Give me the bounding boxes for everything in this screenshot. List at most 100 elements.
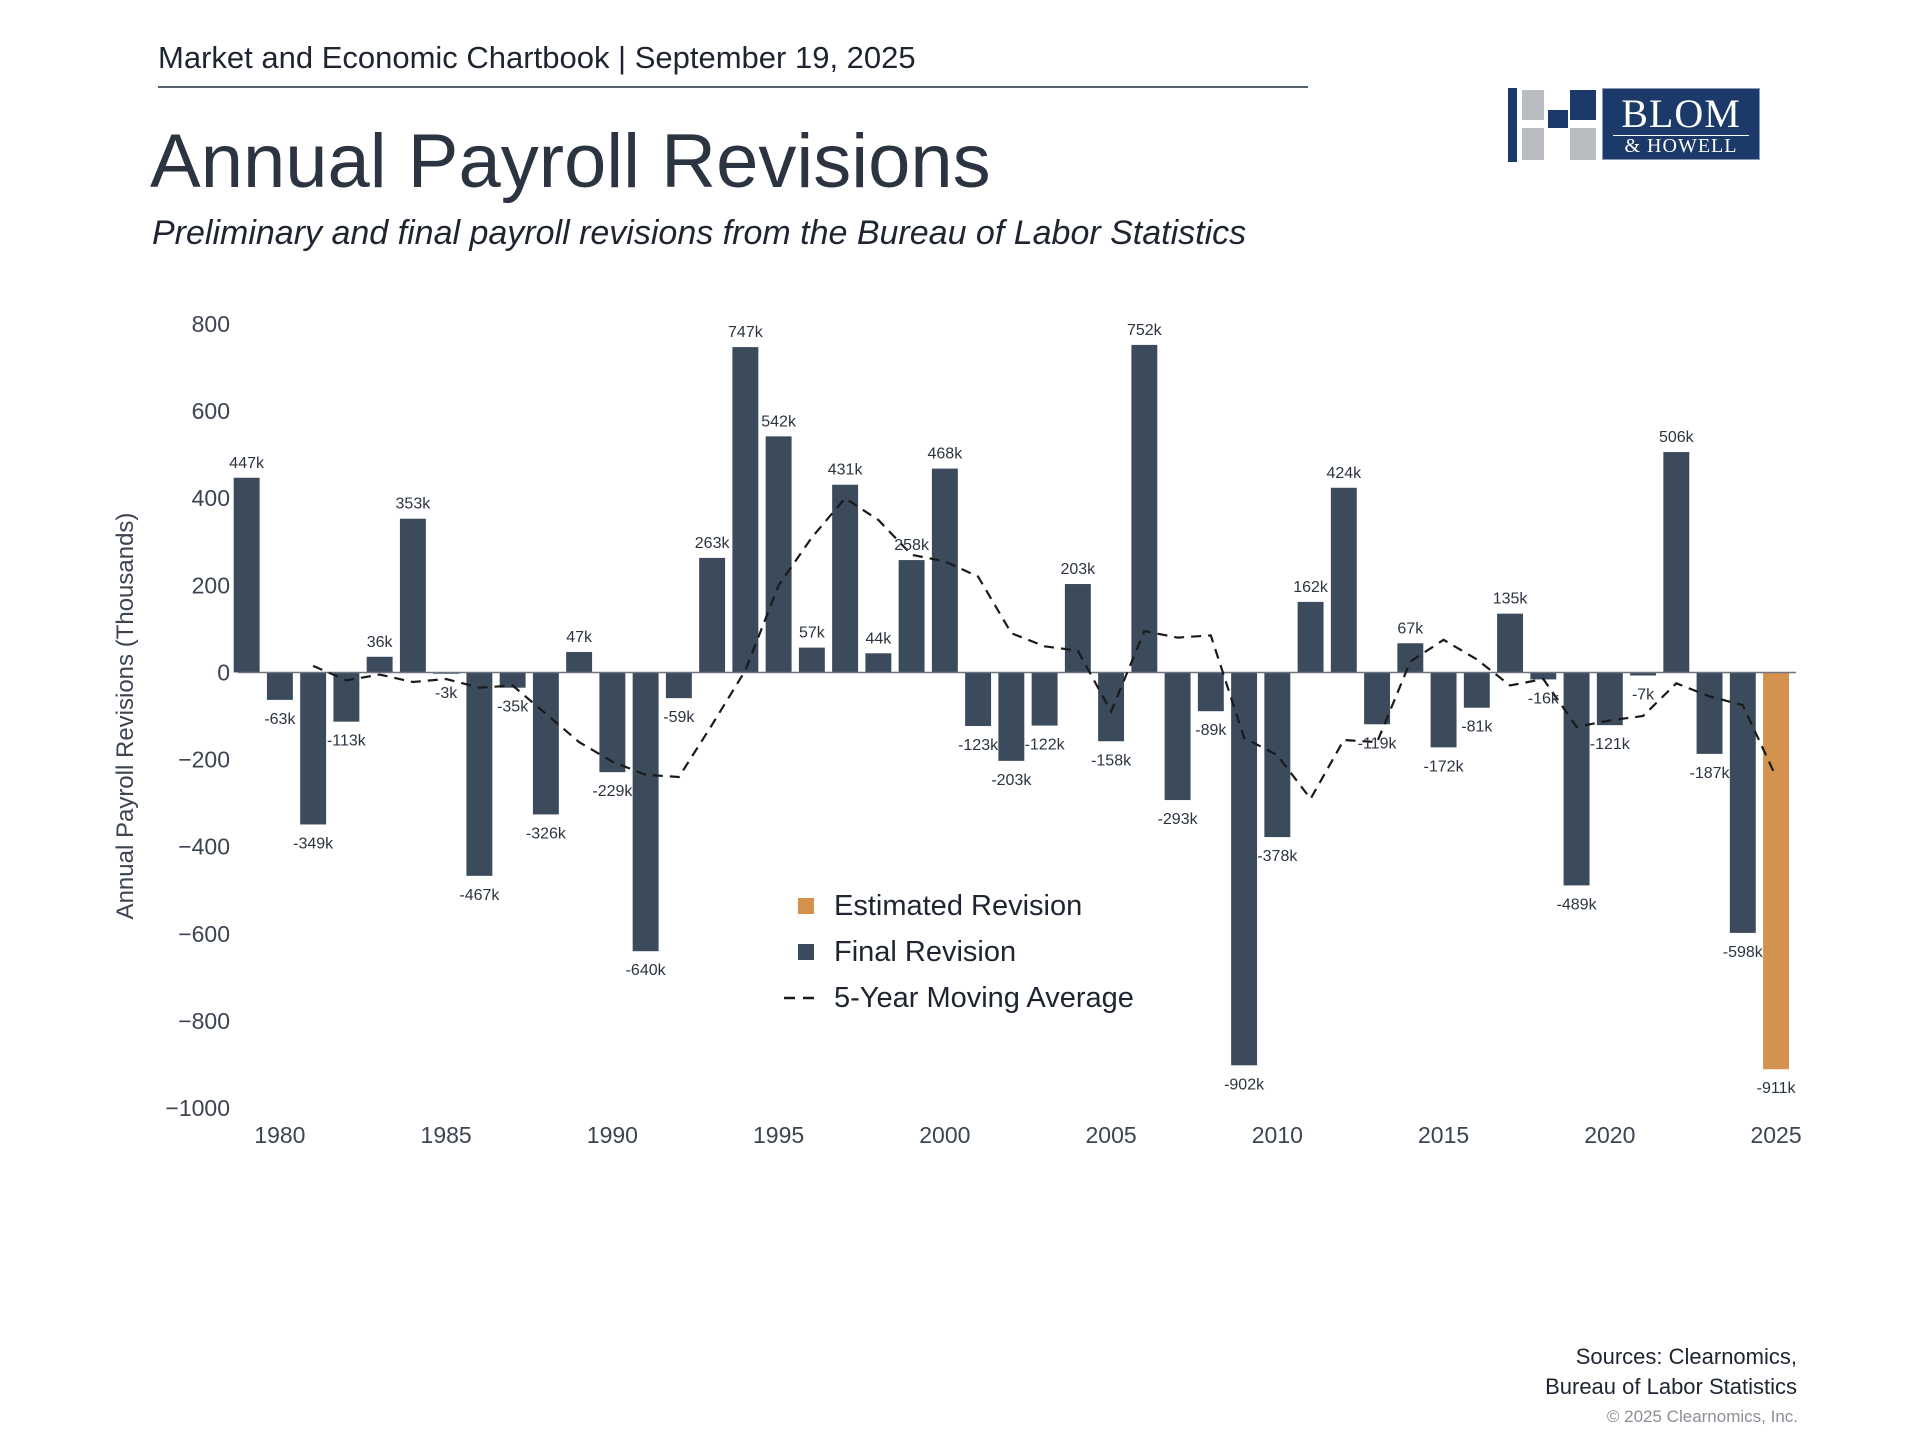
data-label: 542k xyxy=(761,413,797,430)
data-label: -902k xyxy=(1224,1076,1265,1093)
final-revision-bar xyxy=(632,672,659,952)
logo-text-howell: & HOWELL xyxy=(1613,135,1749,156)
data-label: 752k xyxy=(1127,322,1163,339)
y-tick-label: 800 xyxy=(192,311,230,337)
final-revision-bar xyxy=(1463,672,1490,708)
data-label: 431k xyxy=(828,462,864,479)
final-revision-bar xyxy=(1164,672,1191,801)
final-revision-bar xyxy=(566,651,593,673)
x-tick-label: 2015 xyxy=(1418,1122,1469,1148)
data-label: -203k xyxy=(991,772,1032,789)
logo-mark-icon xyxy=(1508,88,1596,162)
x-tick-label: 1995 xyxy=(753,1122,804,1148)
data-label: -640k xyxy=(626,962,667,979)
estimated-revision-bar xyxy=(1763,672,1790,1070)
final-revision-bar xyxy=(1297,601,1324,673)
data-label: -378k xyxy=(1257,848,1298,865)
final-revision-bar xyxy=(599,672,626,773)
legend-final-label: Final Revision xyxy=(834,936,1016,968)
final-revision-bar xyxy=(233,477,260,673)
x-tick-label: 1980 xyxy=(254,1122,305,1148)
final-revision-bar xyxy=(1231,672,1258,1066)
y-tick-label: −800 xyxy=(178,1008,230,1034)
data-label: -113k xyxy=(327,733,367,750)
final-revision-bar xyxy=(865,653,892,673)
data-label: 36k xyxy=(367,634,394,651)
final-revision-bar xyxy=(898,560,925,673)
data-label: -187k xyxy=(1690,765,1731,782)
final-revision-bar xyxy=(931,468,958,673)
y-tick-label: 400 xyxy=(192,485,230,511)
final-revision-bar xyxy=(532,672,559,815)
y-tick-label: 0 xyxy=(217,659,230,685)
data-label: 353k xyxy=(396,496,432,513)
final-revision-bar xyxy=(1264,672,1291,838)
final-revision-bar xyxy=(1530,672,1557,680)
data-label: -81k xyxy=(1461,719,1493,736)
data-label: -489k xyxy=(1557,896,1598,913)
data-label: 162k xyxy=(1293,579,1329,596)
data-label: -911k xyxy=(1757,1080,1797,1097)
data-label: 67k xyxy=(1397,620,1424,637)
copyright: © 2025 Clearnomics, Inc. xyxy=(1606,1407,1798,1426)
final-revision-bar xyxy=(1663,452,1690,673)
final-revision-bar xyxy=(1563,672,1590,886)
y-tick-label: −1000 xyxy=(165,1095,230,1121)
data-label: -349k xyxy=(293,835,334,852)
final-revision-bar xyxy=(499,672,526,688)
data-label: -89k xyxy=(1195,722,1227,739)
y-tick-label: −400 xyxy=(178,834,230,860)
legend-estimated-swatch xyxy=(798,898,814,914)
data-label: 44k xyxy=(865,630,892,647)
blom-howell-logo: BLOM & HOWELL xyxy=(1508,88,1760,162)
x-tick-label: 2020 xyxy=(1584,1122,1635,1148)
data-label: -229k xyxy=(592,783,633,800)
final-revision-bar xyxy=(798,647,825,673)
final-revision-bar xyxy=(1630,672,1657,676)
data-label: 263k xyxy=(695,535,731,552)
data-label: -326k xyxy=(526,825,567,842)
y-tick-label: −600 xyxy=(178,921,230,947)
page-title: Annual Payroll Revisions xyxy=(150,119,991,204)
data-label: 506k xyxy=(1659,429,1695,446)
x-tick-label: 2025 xyxy=(1750,1122,1801,1148)
data-label: 57k xyxy=(799,625,826,642)
x-tick-label: 2005 xyxy=(1086,1122,1137,1148)
data-label: -158k xyxy=(1091,752,1132,769)
final-revision-bar xyxy=(765,436,792,673)
final-revision-bar xyxy=(1098,672,1125,742)
data-label: -122k xyxy=(1025,737,1066,754)
data-label: -467k xyxy=(459,887,500,904)
data-label: 424k xyxy=(1326,465,1362,482)
data-label: -7k xyxy=(1632,686,1655,703)
final-revision-bar xyxy=(266,672,293,700)
final-revision-bar xyxy=(732,347,759,673)
data-label: 135k xyxy=(1493,591,1529,608)
data-label: -3k xyxy=(435,685,458,702)
legend-average-label: 5-Year Moving Average xyxy=(834,982,1134,1014)
final-revision-bar xyxy=(832,484,859,673)
final-revision-bar xyxy=(1197,672,1224,712)
moving-average-line xyxy=(312,496,1778,801)
final-revision-bar xyxy=(665,672,692,699)
logo-text-blom: BLOM xyxy=(1621,91,1741,136)
final-revision-bar xyxy=(1064,584,1091,673)
data-label: -59k xyxy=(663,709,695,726)
final-revision-bar xyxy=(466,672,493,876)
data-label: -16k xyxy=(1528,690,1560,707)
logo-wordmark: BLOM & HOWELL xyxy=(1602,88,1760,160)
x-tick-label: 2010 xyxy=(1252,1122,1303,1148)
final-revision-bar xyxy=(1596,672,1623,726)
page-subtitle: Preliminary and final payroll revisions … xyxy=(152,214,1247,252)
final-revision-bar xyxy=(399,518,426,673)
final-revision-bar xyxy=(1031,672,1058,726)
y-tick-label: 600 xyxy=(192,398,230,424)
y-tick-label: 200 xyxy=(192,572,230,598)
sources-line-2: Bureau of Labor Statistics xyxy=(1545,1374,1797,1399)
final-revision-bar xyxy=(1397,643,1424,673)
data-label: 203k xyxy=(1060,561,1096,578)
final-revision-bar xyxy=(1430,672,1457,748)
final-revision-bar xyxy=(1696,672,1723,754)
data-label: 447k xyxy=(229,455,265,472)
